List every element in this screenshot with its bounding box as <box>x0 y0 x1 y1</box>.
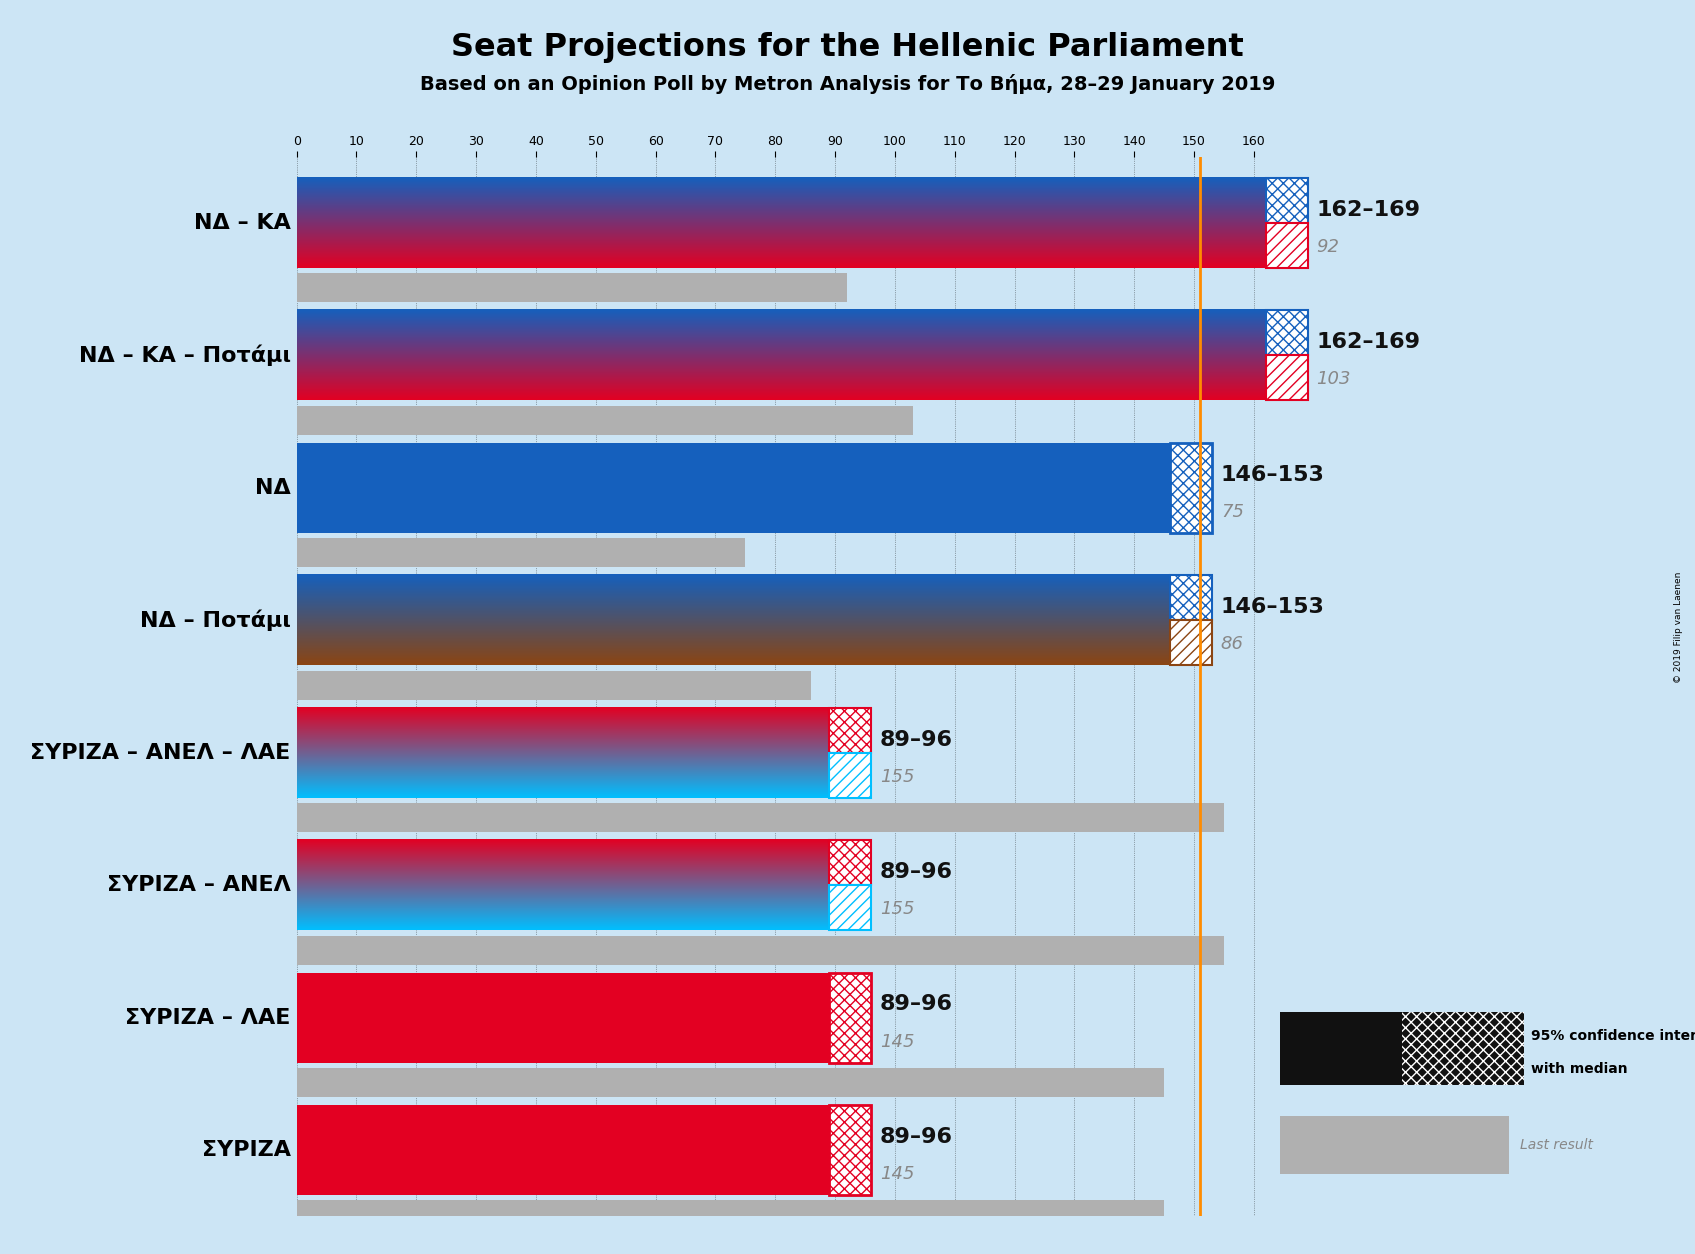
Bar <box>829 840 871 885</box>
Text: ΣΥΡΙΖΑ – ΑΝΕΛ: ΣΥΡΙΖΑ – ΑΝΕΛ <box>107 875 290 895</box>
Bar <box>297 1068 1164 1097</box>
Bar <box>829 707 871 752</box>
Bar <box>297 1200 1164 1230</box>
Text: 146–153: 146–153 <box>1220 465 1325 484</box>
Text: ΝΔ – Ποτάμι: ΝΔ – Ποτάμι <box>139 609 290 631</box>
Text: 145: 145 <box>880 1165 914 1183</box>
Text: 89–96: 89–96 <box>880 994 953 1014</box>
Bar <box>297 973 829 1062</box>
Bar <box>829 885 871 930</box>
Bar <box>297 671 812 700</box>
Bar <box>1266 311 1307 355</box>
Text: Based on an Opinion Poll by Metron Analysis for Το Βήμα, 28–29 January 2019: Based on an Opinion Poll by Metron Analy… <box>420 74 1275 94</box>
Bar <box>1170 576 1212 621</box>
Text: ΣΥΡΙΖΑ: ΣΥΡΙΖΑ <box>202 1140 290 1160</box>
Bar <box>297 538 746 567</box>
Text: 86: 86 <box>1220 636 1244 653</box>
Bar <box>297 803 1224 833</box>
Text: 75: 75 <box>1220 503 1244 520</box>
Text: 155: 155 <box>880 900 914 918</box>
Bar <box>1266 355 1307 400</box>
Text: 92: 92 <box>1317 238 1339 256</box>
Bar <box>1280 1012 1402 1085</box>
Bar <box>1170 443 1212 533</box>
Bar <box>297 443 1170 533</box>
Bar <box>1402 1012 1524 1085</box>
Text: 146–153: 146–153 <box>1220 597 1325 617</box>
Text: 145: 145 <box>880 1032 914 1051</box>
Text: 89–96: 89–96 <box>880 861 953 882</box>
Text: 89–96: 89–96 <box>880 1127 953 1147</box>
Bar <box>297 1105 829 1195</box>
Bar <box>297 273 848 302</box>
Text: 103: 103 <box>1317 370 1351 389</box>
Bar <box>297 406 914 435</box>
Text: ΝΔ – ΚΑ – Ποτάμι: ΝΔ – ΚΑ – Ποτάμι <box>78 345 290 366</box>
Bar <box>1266 223 1307 268</box>
Bar <box>1280 1116 1509 1174</box>
Text: 162–169: 162–169 <box>1317 332 1420 352</box>
Text: © 2019 Filip van Laenen: © 2019 Filip van Laenen <box>1673 572 1683 682</box>
Text: Last result: Last result <box>1520 1139 1593 1152</box>
Bar <box>829 752 871 798</box>
Text: ΝΔ – ΚΑ: ΝΔ – ΚΑ <box>193 213 290 233</box>
Bar <box>1266 178 1307 223</box>
Text: ΝΔ: ΝΔ <box>254 478 290 498</box>
Text: 155: 155 <box>880 767 914 786</box>
Bar <box>297 935 1224 964</box>
Text: ΣΥΡΙΖΑ – ΑΝΕΛ – ΛΑΕ: ΣΥΡΙΖΑ – ΑΝΕΛ – ΛΑΕ <box>31 742 290 762</box>
Bar <box>1170 621 1212 666</box>
Bar <box>829 1105 871 1195</box>
Text: ΣΥΡΙΖΑ – ΛΑΕ: ΣΥΡΙΖΑ – ΛΑΕ <box>125 1008 290 1028</box>
Bar <box>829 973 871 1062</box>
Text: 89–96: 89–96 <box>880 730 953 750</box>
Text: 162–169: 162–169 <box>1317 199 1420 219</box>
Text: 95% confidence interval: 95% confidence interval <box>1532 1030 1695 1043</box>
Text: with median: with median <box>1532 1062 1629 1076</box>
Text: Seat Projections for the Hellenic Parliament: Seat Projections for the Hellenic Parlia… <box>451 33 1244 63</box>
